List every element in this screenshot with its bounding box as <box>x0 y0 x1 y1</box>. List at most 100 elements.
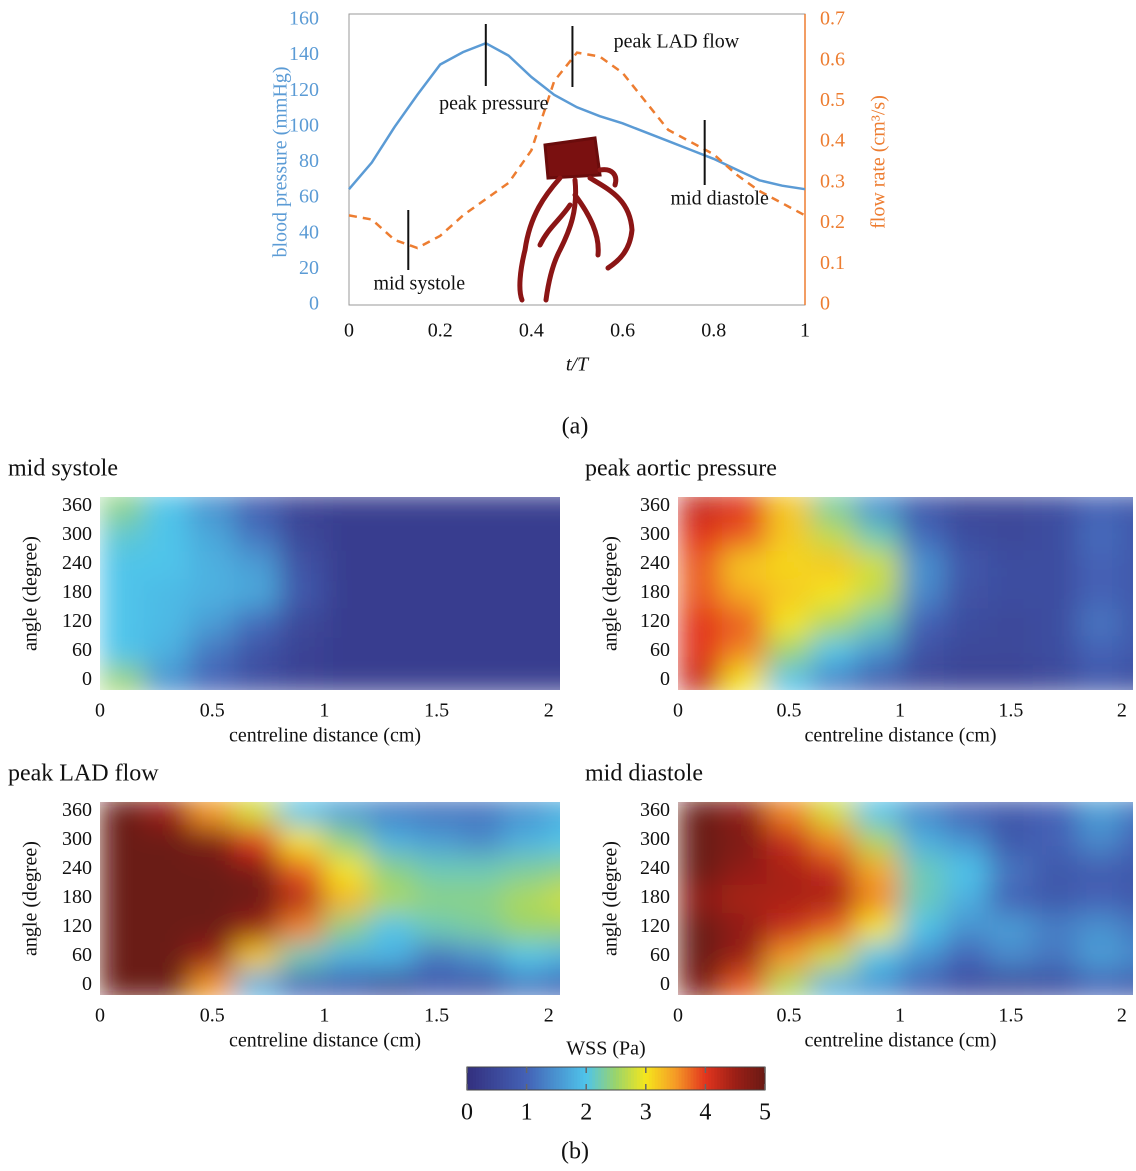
heatmap-cell <box>766 607 811 637</box>
heatmap-cell <box>944 855 989 885</box>
heatmap-cell <box>414 492 460 522</box>
caption-a: (a) <box>562 414 589 440</box>
y-tick-label: 240 <box>640 552 670 574</box>
heatmap-cell <box>855 970 900 1000</box>
heatmap-cell <box>678 884 723 914</box>
heatmap-cell <box>944 521 989 551</box>
heatmap-cell <box>100 912 146 942</box>
heatmap-cell <box>324 912 370 942</box>
x-tick-label: 1.5 <box>424 1005 449 1027</box>
y2-tick-label: 0 <box>820 293 830 315</box>
heatmap-cell <box>766 855 811 885</box>
x-tick-label: 1.5 <box>998 700 1023 722</box>
heatmap-cell <box>855 607 900 637</box>
x-tick-label: 0.4 <box>519 320 544 342</box>
x-tick-label: 1 <box>319 700 329 722</box>
heatmap-cell <box>279 941 325 971</box>
heatmap-cell <box>414 636 460 666</box>
x-tick-label: 1.5 <box>998 1005 1023 1027</box>
heatmap-cell <box>899 970 944 1000</box>
heatmap-cell <box>678 826 723 856</box>
heatmap-cell <box>1033 826 1078 856</box>
heatmap-cell <box>766 665 811 695</box>
y-tick-label: 120 <box>640 915 670 937</box>
heatmap-cell <box>459 826 505 856</box>
heatmap-cell <box>944 579 989 609</box>
heatmap-cell <box>234 607 280 637</box>
x-tick-label: 1.5 <box>424 700 449 722</box>
heatmap-cell <box>279 970 325 1000</box>
heatmap-cell <box>144 970 190 1000</box>
heatmap-cell <box>811 607 856 637</box>
heatmap-cell <box>1033 970 1078 1000</box>
heatmap-cell <box>503 855 549 885</box>
heatmap-cell <box>324 797 370 827</box>
y-tick-label: 0 <box>82 973 92 995</box>
heatmap-cell <box>503 492 549 522</box>
annotation: mid diastole <box>671 188 769 210</box>
heatmap-cell <box>1033 607 1078 637</box>
panel-title: peak aortic pressure <box>585 456 777 482</box>
colorbar-tick-label: 2 <box>580 1100 592 1126</box>
heatmap-cell <box>414 912 460 942</box>
heatmap-cell <box>279 636 325 666</box>
y-tick-label: 360 <box>640 494 670 516</box>
colorbar-tick-label: 1 <box>521 1100 533 1126</box>
x-tick-label: 0 <box>673 1005 683 1027</box>
x-tick-label: 2 <box>1117 700 1127 722</box>
y-tick-label: 240 <box>640 857 670 879</box>
y-tick-label: 0 <box>309 293 319 315</box>
heatmap-cell <box>899 855 944 885</box>
heatmap-cell <box>144 636 190 666</box>
heatmap-cell <box>279 607 325 637</box>
heatmap-cell <box>100 636 146 666</box>
heatmap-cell <box>279 579 325 609</box>
heatmap-cells <box>678 492 1136 696</box>
heatmap-cell <box>459 607 505 637</box>
heatmap-cell <box>722 797 767 827</box>
heatmap-cell <box>548 550 594 580</box>
x-tick-label: 2 <box>544 1005 554 1027</box>
heatmap-cell <box>988 826 1033 856</box>
heatmap-cell <box>144 826 190 856</box>
y-tick-label: 300 <box>62 828 92 850</box>
heatmap-cell <box>1077 855 1122 885</box>
heatmap-cell <box>899 826 944 856</box>
heatmap-cell <box>548 521 594 551</box>
colorbar-title: WSS (Pa) <box>566 1038 645 1060</box>
x-axis-label: centreline distance (cm) <box>229 725 421 747</box>
heatmap-cell <box>324 884 370 914</box>
x-axis-label: centreline distance (cm) <box>804 1030 996 1052</box>
heatmap-cell <box>324 607 370 637</box>
y2-tick-label: 0.5 <box>820 89 845 111</box>
heatmap-cell <box>988 970 1033 1000</box>
heatmap-cell <box>944 941 989 971</box>
heatmap-cell <box>988 607 1033 637</box>
y-tick-label: 180 <box>640 886 670 908</box>
heatmap-cell <box>503 826 549 856</box>
heatmap-cell <box>1121 797 1136 827</box>
x-tick-label: 0.2 <box>428 320 453 342</box>
heatmap-cell <box>548 797 594 827</box>
heatmap-cell <box>144 941 190 971</box>
heatmap-cell <box>1033 636 1078 666</box>
heatmap-cell <box>189 579 235 609</box>
heatmap-cell <box>678 550 723 580</box>
heatmap-cell <box>1121 636 1136 666</box>
heatmap-cell <box>189 826 235 856</box>
heatmap-cell <box>811 579 856 609</box>
heatmap-cell <box>811 492 856 522</box>
heatmap-cell <box>855 492 900 522</box>
heatmap-cell <box>459 521 505 551</box>
heatmap-cell <box>855 912 900 942</box>
heatmap-cell <box>548 579 594 609</box>
heatmap-cell <box>678 492 723 522</box>
y2-tick-label: 0.4 <box>820 130 845 152</box>
heatmap-cell <box>100 492 146 522</box>
y-axis-label: angle (degree) <box>20 841 42 956</box>
y-tick-label: 180 <box>640 581 670 603</box>
heatmap-cell <box>144 579 190 609</box>
heatmap-cell <box>1121 607 1136 637</box>
heatmap-cell <box>811 665 856 695</box>
y-tick-label: 300 <box>640 828 670 850</box>
